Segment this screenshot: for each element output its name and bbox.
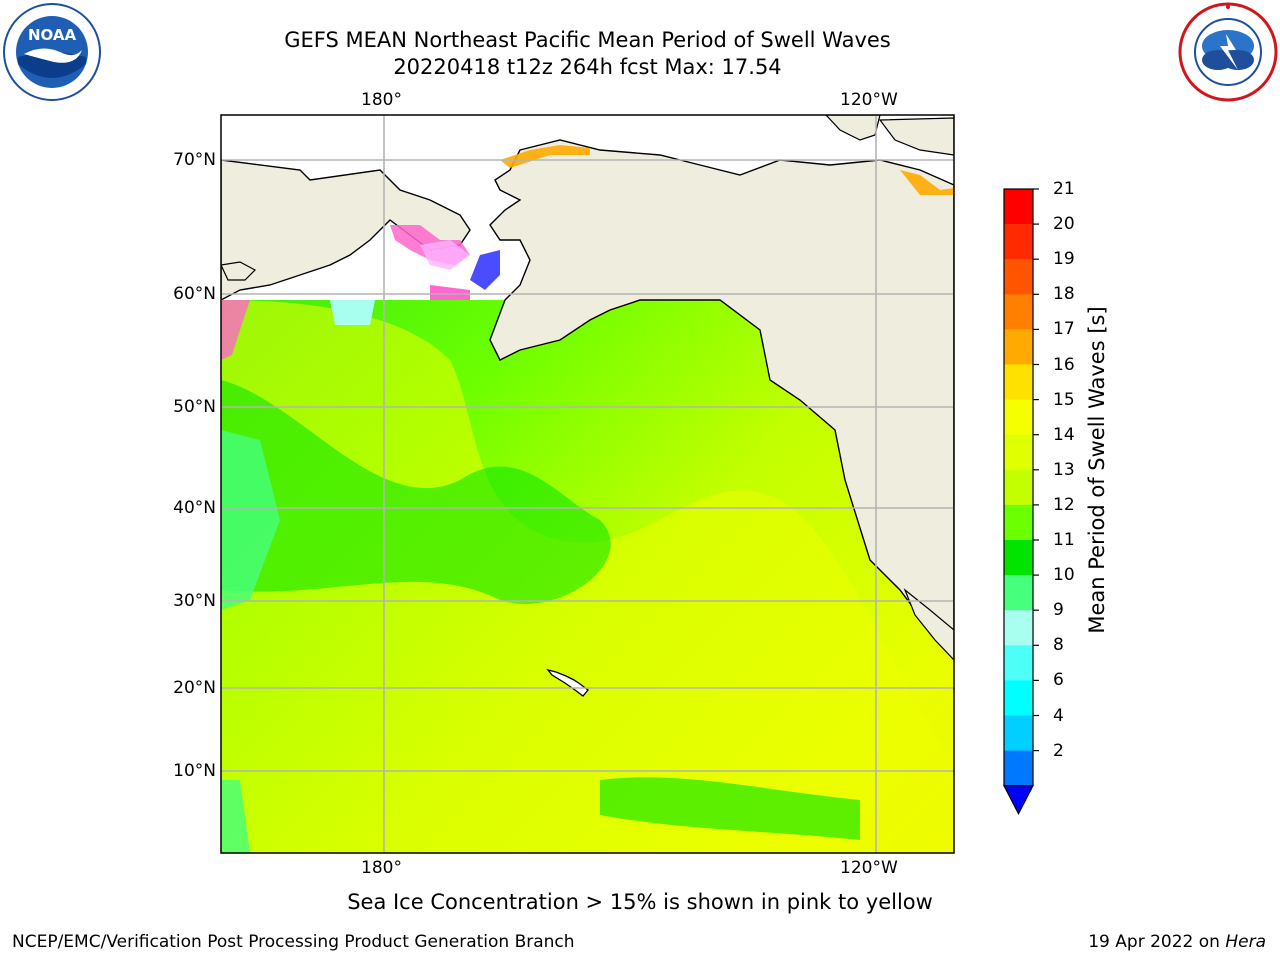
colorbar-tick-label-11: 11 bbox=[1053, 530, 1075, 550]
southwest-band bbox=[221, 780, 250, 853]
colorbar-bin-11 bbox=[1004, 504, 1033, 541]
map-frame bbox=[220, 114, 955, 854]
colorbar-tick-label-20: 20 bbox=[1053, 214, 1075, 235]
colorbar-bin-8 bbox=[1004, 610, 1033, 646]
ice-edge-blue bbox=[470, 250, 500, 290]
lat-label-60n: 60°N bbox=[173, 284, 216, 304]
lat-label-30n: 30°N bbox=[173, 591, 216, 611]
colorbar-bin-17 bbox=[1004, 294, 1033, 330]
colorbar-tick-label-10: 10 bbox=[1053, 565, 1075, 586]
lat-label-40n: 40°N bbox=[173, 498, 216, 518]
colorbar-tick-label-16: 16 bbox=[1053, 354, 1075, 375]
west-longperiod-band bbox=[221, 430, 280, 610]
nws-logo-icon bbox=[1178, 2, 1278, 102]
arctic-ice-edge-2 bbox=[900, 170, 954, 195]
colorbar-title: Mean Period of Swell Waves [s] bbox=[1085, 306, 1109, 634]
colorbar-bin-6 bbox=[1004, 645, 1033, 681]
graticule bbox=[221, 115, 954, 853]
colorbar-bin-14 bbox=[1004, 399, 1033, 436]
alaska-canada-landmass bbox=[489, 139, 954, 651]
lon-label-top-180: 180° bbox=[361, 90, 402, 110]
baja-peninsula bbox=[903, 588, 954, 661]
colorbar-tick-label-18: 18 bbox=[1053, 284, 1075, 305]
colorbar bbox=[1003, 188, 1039, 816]
noaa-logo-icon: NOAA bbox=[3, 3, 101, 101]
ice-edge-west bbox=[221, 300, 250, 360]
colorbar-tick-label-17: 17 bbox=[1053, 319, 1075, 340]
colorbar-tick-label-19: 19 bbox=[1053, 249, 1075, 270]
colorbar-tick-label-6: 6 bbox=[1053, 670, 1064, 691]
southern-green-band bbox=[600, 777, 860, 840]
colorbar-bin-19 bbox=[1004, 224, 1033, 260]
sea-ice-region-2 bbox=[420, 240, 470, 270]
lat-label-50n: 50°N bbox=[173, 397, 216, 417]
colorbar-bin-16 bbox=[1004, 329, 1033, 365]
footer-branch: NCEP/EMC/Verification Post Processing Pr… bbox=[12, 932, 575, 952]
arctic-island-1 bbox=[825, 115, 881, 141]
colorbar-tick-label-9: 9 bbox=[1053, 600, 1064, 621]
colorbar-tick-label-8: 8 bbox=[1053, 635, 1064, 656]
colorbar-tick-label-2: 2 bbox=[1053, 740, 1064, 761]
noaa-logo-text: NOAA bbox=[28, 26, 77, 44]
kamchatka-tip bbox=[221, 261, 256, 281]
cyan-patch bbox=[330, 300, 375, 325]
colorbar-tick-label-15: 15 bbox=[1053, 389, 1075, 410]
colorbar-tick-label-4: 4 bbox=[1053, 705, 1064, 726]
colorbar-bin-2 bbox=[1004, 715, 1033, 752]
colorbar-bin-9 bbox=[1004, 575, 1033, 611]
lat-label-20n: 20°N bbox=[173, 678, 216, 698]
lon-label-bottom-120w: 120°W bbox=[840, 858, 898, 878]
colorbar-tick-label-21: 21 bbox=[1053, 179, 1075, 199]
hawaii-islands bbox=[546, 668, 589, 697]
colorbar-bin-15 bbox=[1004, 364, 1033, 401]
green-swell-region bbox=[221, 380, 611, 604]
lat-label-70n: 70°N bbox=[173, 150, 216, 170]
colorbar-bin-12 bbox=[1004, 469, 1033, 506]
colorbar-frame bbox=[1003, 188, 1034, 787]
colorbar-tick-label-12: 12 bbox=[1053, 494, 1075, 515]
chart-title-line2: 20220418 t12z 264h fcst Max: 17.54 bbox=[393, 55, 782, 79]
colorbar-bin-20 bbox=[1004, 189, 1033, 225]
colorbar-bin-10 bbox=[1004, 540, 1033, 576]
sea-ice-note: Sea Ice Concentration > 15% is shown in … bbox=[347, 890, 933, 914]
footer-host: Hera bbox=[1225, 932, 1266, 952]
lon-label-bottom-180: 180° bbox=[361, 858, 402, 878]
lon-label-top-120w: 120°W bbox=[840, 90, 898, 110]
colorbar-bin-18 bbox=[1004, 259, 1033, 295]
ice-edge-pink bbox=[430, 285, 470, 300]
colorbar-tick-label-13: 13 bbox=[1053, 459, 1075, 480]
footer-date: 19 Apr 2022 on Hera bbox=[1088, 932, 1266, 952]
footer-date-text: 19 Apr 2022 on bbox=[1088, 932, 1226, 952]
colorbar-under-arrow bbox=[1003, 785, 1034, 816]
lat-label-10n: 10°N bbox=[173, 761, 216, 781]
colorbar-bin-lt2 bbox=[1004, 750, 1033, 787]
arctic-ice-edge-1 bbox=[500, 145, 590, 168]
chart-title-line1: GEFS MEAN Northeast Pacific Mean Period … bbox=[284, 28, 891, 52]
colorbar-bin-13 bbox=[1004, 434, 1033, 471]
colorbar-tick-label-14: 14 bbox=[1053, 424, 1075, 445]
colorbar-bin-4 bbox=[1004, 680, 1033, 716]
arctic-island-2 bbox=[878, 117, 954, 156]
